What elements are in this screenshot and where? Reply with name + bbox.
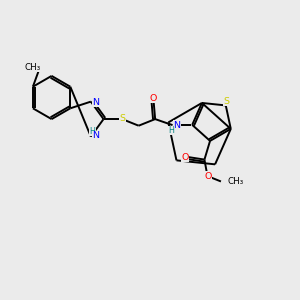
Text: N: N [173, 121, 180, 130]
Text: H: H [169, 126, 175, 135]
Text: O: O [182, 153, 189, 162]
Text: S: S [119, 114, 125, 123]
Text: CH₃: CH₃ [227, 177, 244, 186]
Text: O: O [204, 172, 212, 181]
Text: N: N [92, 131, 99, 140]
Text: H: H [89, 127, 95, 136]
Text: S: S [224, 97, 230, 106]
Text: CH₃: CH₃ [24, 63, 40, 72]
Text: O: O [150, 94, 157, 103]
Text: N: N [92, 98, 99, 107]
